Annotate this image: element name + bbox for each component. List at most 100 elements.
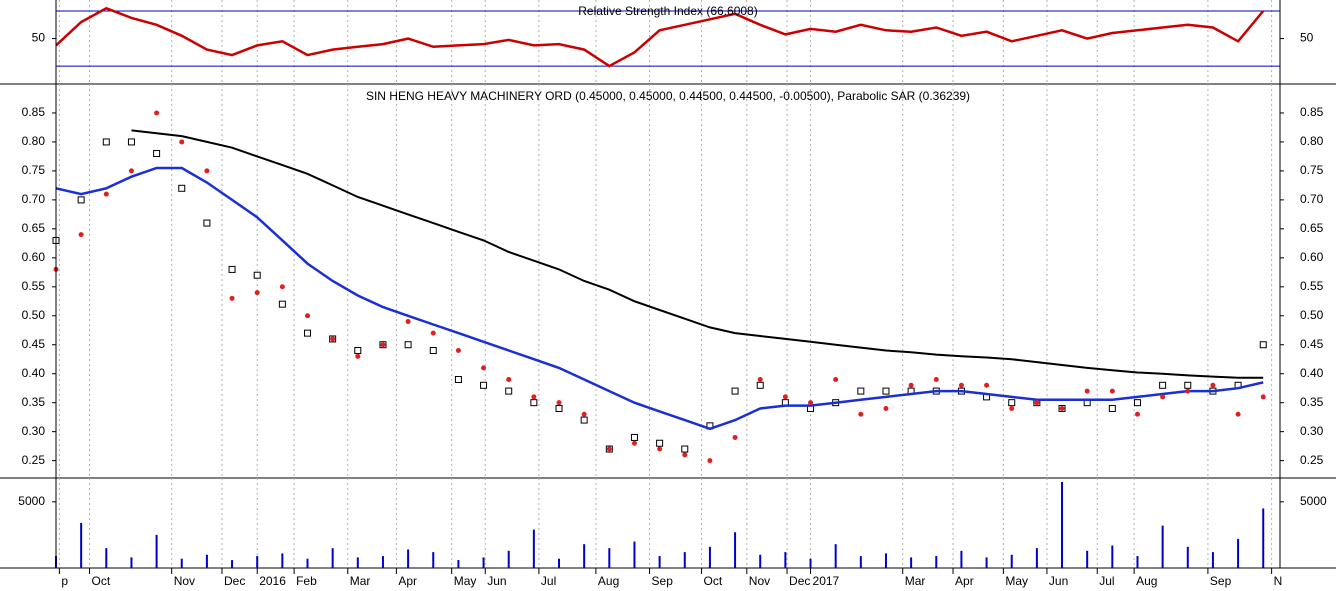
x-tick-label: Apr [955, 574, 974, 588]
volume-bar [1237, 538, 1240, 568]
volume-bar [1035, 548, 1038, 568]
volume-bar [859, 556, 862, 568]
y-tick-label-right: 50 [1300, 31, 1314, 45]
volume-bar [558, 558, 561, 568]
volume-bar [1010, 554, 1013, 568]
sar-dot [707, 458, 713, 464]
x-tick-label: Dec [224, 574, 245, 588]
y-tick-label: 0.65 [22, 221, 46, 235]
x-tick-label: Sep [1210, 574, 1232, 588]
sar-dot [1260, 394, 1266, 400]
volume-bar [105, 548, 108, 568]
y-tick-label-right: 0.65 [1300, 221, 1324, 235]
y-tick-label: 0.80 [22, 134, 46, 148]
y-tick-label: 0.50 [22, 308, 46, 322]
sar-dot [355, 353, 361, 359]
sar-dot [682, 452, 688, 458]
volume-bar [809, 558, 812, 568]
candle [1259, 341, 1267, 349]
candle [178, 184, 186, 192]
y-tick-label: 0.45 [22, 337, 46, 351]
x-tick-label: Mar [350, 574, 371, 588]
x-tick-label: Oct [92, 574, 111, 588]
x-tick-label: 2016 [259, 574, 286, 588]
candle [153, 150, 161, 158]
candle [1184, 381, 1192, 389]
sar-dot [1235, 411, 1241, 417]
volume-bar [331, 548, 334, 568]
volume-bar [205, 554, 208, 568]
y-tick-label: 0.40 [22, 366, 46, 380]
candle [555, 404, 563, 412]
sar-dot [154, 110, 160, 116]
series-line [131, 129, 1264, 379]
sar-dot [556, 400, 562, 406]
volume-bar [985, 557, 988, 568]
x-tick-label: May [1005, 574, 1028, 588]
y-tick-label: 0.35 [22, 395, 46, 409]
volume-bar [407, 549, 410, 568]
sar-dot [506, 377, 512, 382]
volume-bar [683, 552, 686, 568]
x-tick-label: Jul [1099, 574, 1114, 588]
candle [857, 387, 865, 395]
volume-bar [708, 546, 711, 568]
volume-bar [256, 556, 259, 568]
volume-bar [1061, 481, 1064, 568]
x-tick-label: Feb [296, 574, 317, 588]
sar-dot [1160, 394, 1166, 400]
y-tick-label-right: 0.30 [1300, 424, 1324, 438]
y-tick-label-right: 0.75 [1300, 163, 1324, 177]
x-tick-label: Aug [1136, 574, 1157, 588]
volume-bar [935, 556, 938, 568]
candle [1008, 399, 1016, 407]
sar-dot [782, 394, 788, 400]
volume-bar [960, 550, 963, 568]
sar-dot [908, 382, 914, 388]
x-tick-label: Dec [789, 574, 810, 588]
volume-bar [155, 534, 158, 568]
sar-dot [858, 411, 864, 417]
sar-dot [103, 191, 109, 197]
candle [77, 196, 85, 204]
sar-dot [330, 336, 336, 342]
sar-dot [1059, 405, 1065, 411]
candle [882, 387, 890, 395]
y-tick-label-right: 0.60 [1300, 250, 1324, 264]
y-tick-label-right: 0.70 [1300, 192, 1324, 206]
volume-bar [80, 523, 83, 568]
candle [127, 138, 135, 146]
y-tick-label-right: 0.25 [1300, 453, 1324, 467]
y-tick-label: 0.85 [22, 105, 46, 119]
sar-dot [229, 295, 235, 301]
sar-dot [1210, 382, 1216, 388]
x-tick-label: Aug [598, 574, 619, 588]
candle [1133, 399, 1141, 407]
x-tick-label: Jul [541, 574, 556, 588]
sar-dot [1109, 388, 1115, 394]
sar-dot [430, 330, 436, 336]
sar-dot [481, 365, 487, 371]
x-tick-label: N [1274, 574, 1283, 588]
volume-bar [457, 560, 460, 568]
sar-dot [128, 168, 134, 174]
candle [480, 381, 488, 389]
volume-bar [784, 552, 787, 568]
volume-bar [432, 552, 435, 568]
volume-bar [583, 544, 586, 568]
candle [278, 300, 286, 308]
sar-dot [1009, 405, 1015, 411]
sar-dot [204, 168, 210, 174]
sar-dot [833, 377, 839, 382]
candle [203, 219, 211, 227]
volume-bar [180, 558, 183, 568]
sar-dot [808, 400, 814, 406]
y-tick-label: 50 [32, 31, 46, 45]
volume-bar [507, 550, 510, 568]
sar-dot [657, 446, 663, 452]
x-tick-label: Jun [487, 574, 506, 588]
y-tick-label-right: 5000 [1300, 494, 1327, 508]
sar-dot [405, 319, 411, 325]
volume-bar [356, 557, 359, 568]
volume-bar [884, 553, 887, 568]
